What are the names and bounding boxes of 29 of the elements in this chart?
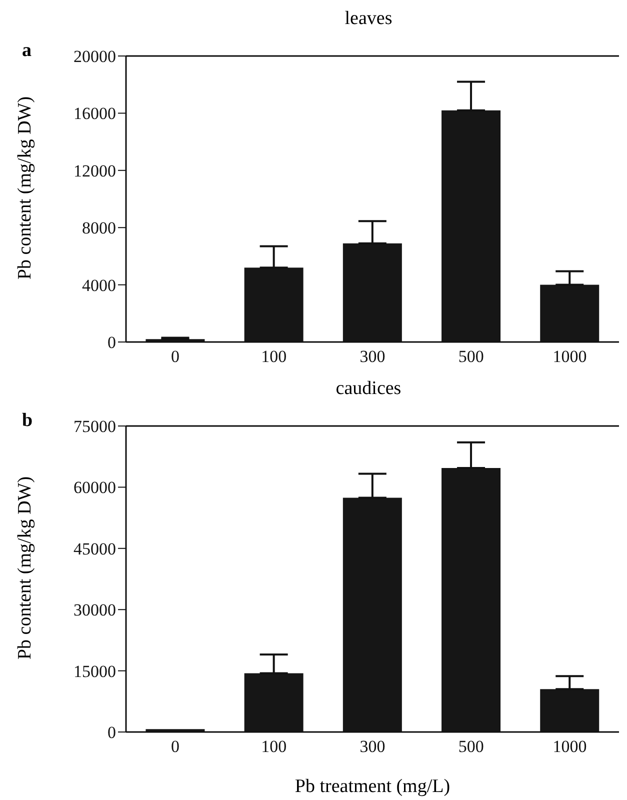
x-tick-label: 0: [171, 737, 180, 756]
y-tick-label: 45000: [74, 539, 116, 558]
y-tick-label: 0: [108, 723, 116, 742]
y-axis-title: Pb content (mg/kg DW): [15, 476, 37, 660]
chart-title: caudices: [334, 378, 402, 400]
y-tick-label: 30000: [74, 600, 116, 620]
x-tick-label: 1000: [552, 737, 587, 756]
y-tick-label: 0: [108, 333, 116, 352]
y-tick-label: 16000: [74, 104, 116, 124]
x-tick-label: 100: [261, 737, 287, 756]
text: a: [22, 40, 32, 62]
y-tick-label: 12000: [74, 161, 116, 180]
y-tick-label: 8000: [82, 218, 116, 238]
x-tick-label: 100: [261, 347, 287, 366]
y-axis-title: Pb content (mg/kg DW): [15, 96, 37, 280]
chart-title: leaves: [344, 8, 394, 30]
y-tick-label: 20000: [74, 47, 116, 66]
y-tick-label: 15000: [74, 662, 116, 681]
x-tick-label: 1000: [552, 347, 587, 366]
y-tick-label: 75000: [74, 417, 116, 436]
y-tick-label: 60000: [74, 478, 116, 498]
x-tick-label: 500: [458, 737, 484, 756]
x-tick-label: 300: [360, 347, 386, 366]
y-tick-label: 4000: [82, 276, 116, 295]
x-axis-title: Pb treatment (mg/L): [294, 776, 452, 798]
text: b: [22, 410, 33, 432]
x-tick-label: 500: [458, 347, 484, 366]
x-tick-label: 300: [360, 737, 386, 756]
x-tick-label: 0: [171, 347, 180, 366]
